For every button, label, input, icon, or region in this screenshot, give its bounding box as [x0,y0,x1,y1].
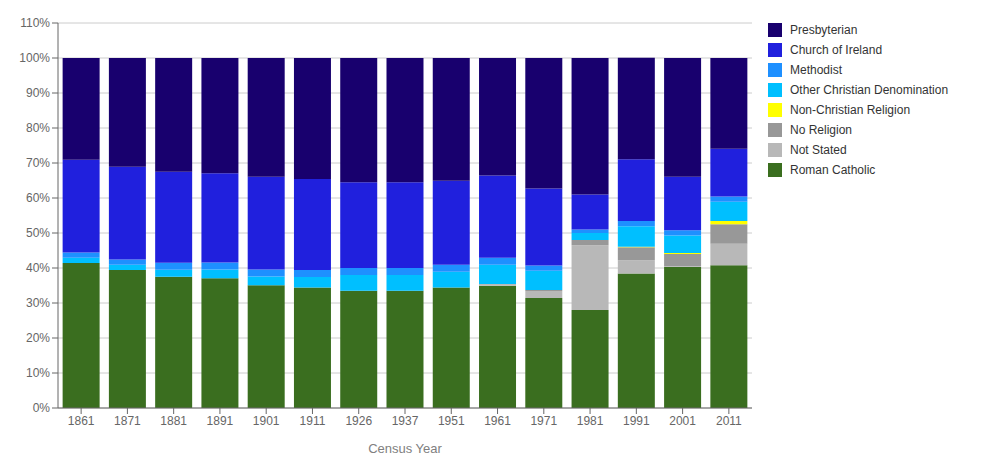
svg-text:30%: 30% [26,296,50,310]
svg-text:1861: 1861 [68,414,95,428]
svg-text:1901: 1901 [253,414,280,428]
svg-text:1991: 1991 [623,414,650,428]
html-text:Non-Christian Religion: Non-Christian Religion [790,103,911,117]
html-text:Not Stated: Not Stated [790,143,847,157]
svg-text:20%: 20% [26,331,50,345]
svg-text:100%: 100% [19,51,50,65]
html-text:Church of Ireland: Church of Ireland [790,43,883,57]
svg-text:80%: 80% [26,121,50,135]
html-text:Presbyterian: Presbyterian [790,23,858,37]
svg-text:Census Year: Census Year [368,441,442,456]
svg-text:1937: 1937 [392,414,419,428]
html-text:Other Christian Denomination: Other Christian Denomination [790,83,949,97]
svg-text:1881: 1881 [160,414,187,428]
html-text:No Religion: No Religion [790,123,852,137]
svg-text:2011: 2011 [716,414,742,428]
svg-text:1891: 1891 [207,414,234,428]
svg-text:70%: 70% [26,156,50,170]
svg-text:60%: 60% [26,191,50,205]
svg-text:1971: 1971 [530,414,557,428]
svg-text:10%: 10% [26,366,50,380]
svg-text:0%: 0% [33,401,51,415]
svg-text:110%: 110% [20,16,50,30]
svg-text:90%: 90% [26,86,50,100]
svg-text:1961: 1961 [484,414,511,428]
svg-text:1871: 1871 [114,414,141,428]
html-text:Methodist: Methodist [790,63,842,77]
svg-text:40%: 40% [26,261,50,275]
svg-text:1926: 1926 [345,414,372,428]
svg-text:1911: 1911 [300,414,326,428]
svg-text:2001: 2001 [669,414,696,428]
svg-text:1981: 1981 [577,414,604,428]
html-text:Roman Catholic: Roman Catholic [790,163,876,177]
svg-text:1951: 1951 [438,414,465,428]
svg-text:50%: 50% [26,226,50,240]
